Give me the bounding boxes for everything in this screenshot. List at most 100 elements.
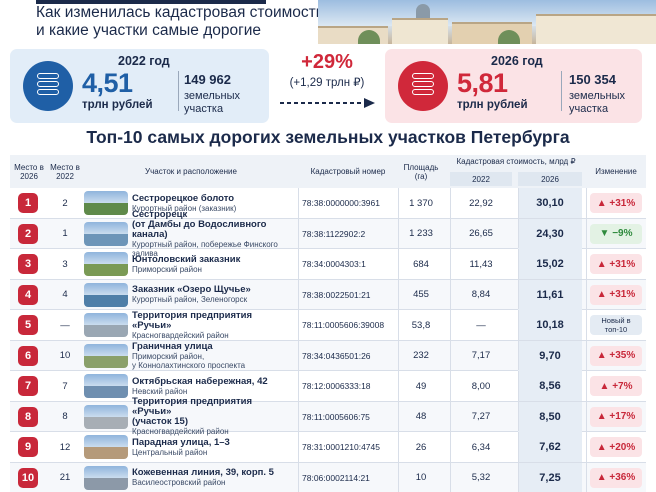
table-title: Топ-10 самых дорогих земельных участков …	[86, 127, 570, 147]
header-rank-2022: Место в 2022	[50, 162, 80, 181]
price-2022: 8,00	[471, 380, 491, 392]
plot-photo	[84, 221, 128, 246]
change-cell: ▼ −9%	[588, 219, 644, 249]
plot-location: Приморский район	[132, 264, 202, 274]
area-value: 10	[415, 472, 427, 483]
change-badge: Новый в топ-10	[590, 315, 642, 335]
growth-absolute: (+1,29 трлн ₽)	[289, 77, 365, 89]
table-row: 1 2 Сестрорецкое болото Курортный район (за…	[10, 188, 646, 219]
card-count-label: земельных участка	[184, 90, 240, 115]
plot-photo	[84, 191, 128, 215]
rank-2022: 1	[62, 228, 68, 239]
plot-name: Октябрьская набережная, 42	[132, 375, 268, 387]
table-row: 10 21 Кожевенная линия, 39, корп. 5 Василео…	[10, 462, 646, 492]
cadastral-number: 78:34:0436501:26	[302, 350, 371, 361]
plot-photo	[84, 282, 128, 307]
area-value: 48	[415, 411, 427, 422]
area-value: 53,8	[411, 319, 431, 331]
plot-photo	[84, 374, 128, 398]
price-2026: 11,61	[518, 279, 582, 310]
price-2022: 7,27	[471, 411, 491, 422]
rank-2026-badge: 10	[18, 467, 38, 488]
change-badge: ▲ +17%	[590, 406, 642, 427]
plot-photo	[84, 343, 128, 368]
cadastral-number: 78:34:0004303:1	[302, 259, 366, 269]
area-value: 1 233	[409, 228, 433, 239]
card-value: 5,81	[457, 68, 508, 98]
summary-card-2026: 2026 год 5,81 трлн рублей 150 354 земель…	[385, 49, 642, 123]
plot-name: Заказник «Озеро Щучье»	[132, 284, 251, 295]
price-2026: 30,10	[518, 188, 582, 218]
plot-info: Парадная улица, 1–3 Центральный район	[132, 432, 294, 462]
plot-info: Территория предприятия «Ручьи» Красногвар…	[132, 310, 294, 340]
growth-percent: +29%	[301, 51, 353, 73]
cadastral-number: 78:38:1122902:2	[302, 228, 366, 239]
table-header: Место в 2026 Место в 2022 Участок и расп…	[10, 155, 646, 188]
plot-location: Курортный район (заказник)	[132, 203, 237, 213]
coins-icon	[398, 61, 448, 111]
rank-2022: 4	[62, 289, 68, 300]
coins-icon	[23, 61, 73, 111]
plot-name: Сестрорецкое болото	[132, 192, 235, 204]
card-year: 2022 год	[118, 54, 170, 68]
change-badge: ▼ −9%	[590, 223, 642, 244]
change-badge: ▲ +31%	[590, 284, 642, 305]
rank-2022: 3	[62, 258, 68, 270]
header-price-2026: 2026	[518, 172, 582, 186]
table-row: 5 — Территория предприятия «Ручьи» Красногв…	[10, 310, 646, 341]
card-value: 4,51	[82, 68, 133, 98]
plot-info: Юнтоловский заказник Приморский район	[132, 249, 294, 279]
cadastral-number: 78:12:0006333:18	[302, 381, 371, 391]
area-value: 232	[413, 350, 429, 361]
plot-info: Территория предприятия «Ручьи» (участок 1…	[132, 397, 294, 437]
area-value: 1 370	[409, 197, 433, 209]
rank-2022: 2	[62, 197, 68, 209]
header-cadastral: Кадастровый номер	[310, 167, 386, 176]
plot-location: Красногвардейский район	[132, 427, 229, 436]
price-2026: 10,18	[518, 310, 582, 340]
rank-2026-badge: 6	[18, 345, 38, 366]
plot-info: Сестрорецк (от Дамбы до Водосливного кана…	[132, 209, 294, 258]
header-change: Изменение	[595, 167, 637, 176]
plot-photo	[84, 435, 128, 459]
area-value: 684	[413, 258, 429, 270]
header-rank-2026: Место в 2026	[14, 162, 44, 181]
change-cell: ▲ +7%	[588, 371, 644, 401]
arrow-right-icon	[280, 98, 375, 108]
price-2022: 6,34	[471, 441, 491, 453]
plot-photo	[84, 404, 128, 429]
price-2022: 5,32	[471, 472, 491, 483]
table-body: 1 2 Сестрорецкое болото Курортный район (за…	[10, 188, 646, 492]
top10-table: Место в 2026 Место в 2022 Участок и расп…	[10, 155, 646, 492]
plot-photo	[84, 465, 128, 490]
area-value: 49	[415, 380, 427, 392]
rank-2022: 12	[59, 441, 71, 453]
header-plot: Участок и расположение	[145, 167, 237, 176]
rank-2026-badge: 5	[18, 315, 38, 335]
rank-2022: 21	[59, 472, 71, 483]
card-count-label: земельных участка	[569, 90, 625, 115]
rank-2026-badge: 8	[18, 406, 38, 427]
price-2026: 7,62	[518, 432, 582, 462]
plot-location-extra: у Коннолахтинского проспекта	[132, 360, 246, 370]
rank-2026-badge: 3	[18, 254, 38, 274]
change-badge: ▲ +35%	[590, 345, 642, 366]
table-row: 2 1 Сестрорецк (от Дамбы до Водосливного ка…	[10, 209, 646, 258]
change-cell: ▲ +36%	[588, 463, 644, 492]
change-badge: ▲ +36%	[590, 467, 642, 488]
cadastral-number: 78:31:0001210:4745	[302, 442, 380, 452]
change-cell: ▲ +17%	[588, 402, 644, 432]
summary-card-2022: 2022 год 4,51 трлн рублей 149 962 земель…	[10, 49, 269, 123]
price-2026: 24,30	[518, 218, 582, 249]
cadastral-number: 78:38:0000000:3961	[302, 198, 380, 208]
plot-name: Юнтоловский заказник	[132, 253, 241, 265]
card-divider	[561, 71, 562, 111]
city-panorama-photo	[318, 0, 656, 44]
header: Как изменилась кадастровая стоимость и к…	[0, 0, 656, 44]
plot-info: Кожевенная линия, 39, корп. 5 Василеостро…	[132, 463, 294, 492]
subtitle-line-1: Как изменилась кадастровая стоимость	[36, 4, 324, 21]
price-2026: 9,70	[518, 340, 582, 371]
cadastral-number: 78:11:0005606:75	[302, 411, 370, 422]
price-2022: 11,43	[469, 258, 493, 270]
cadastral-number: 78:38:0022501:21	[302, 289, 371, 300]
